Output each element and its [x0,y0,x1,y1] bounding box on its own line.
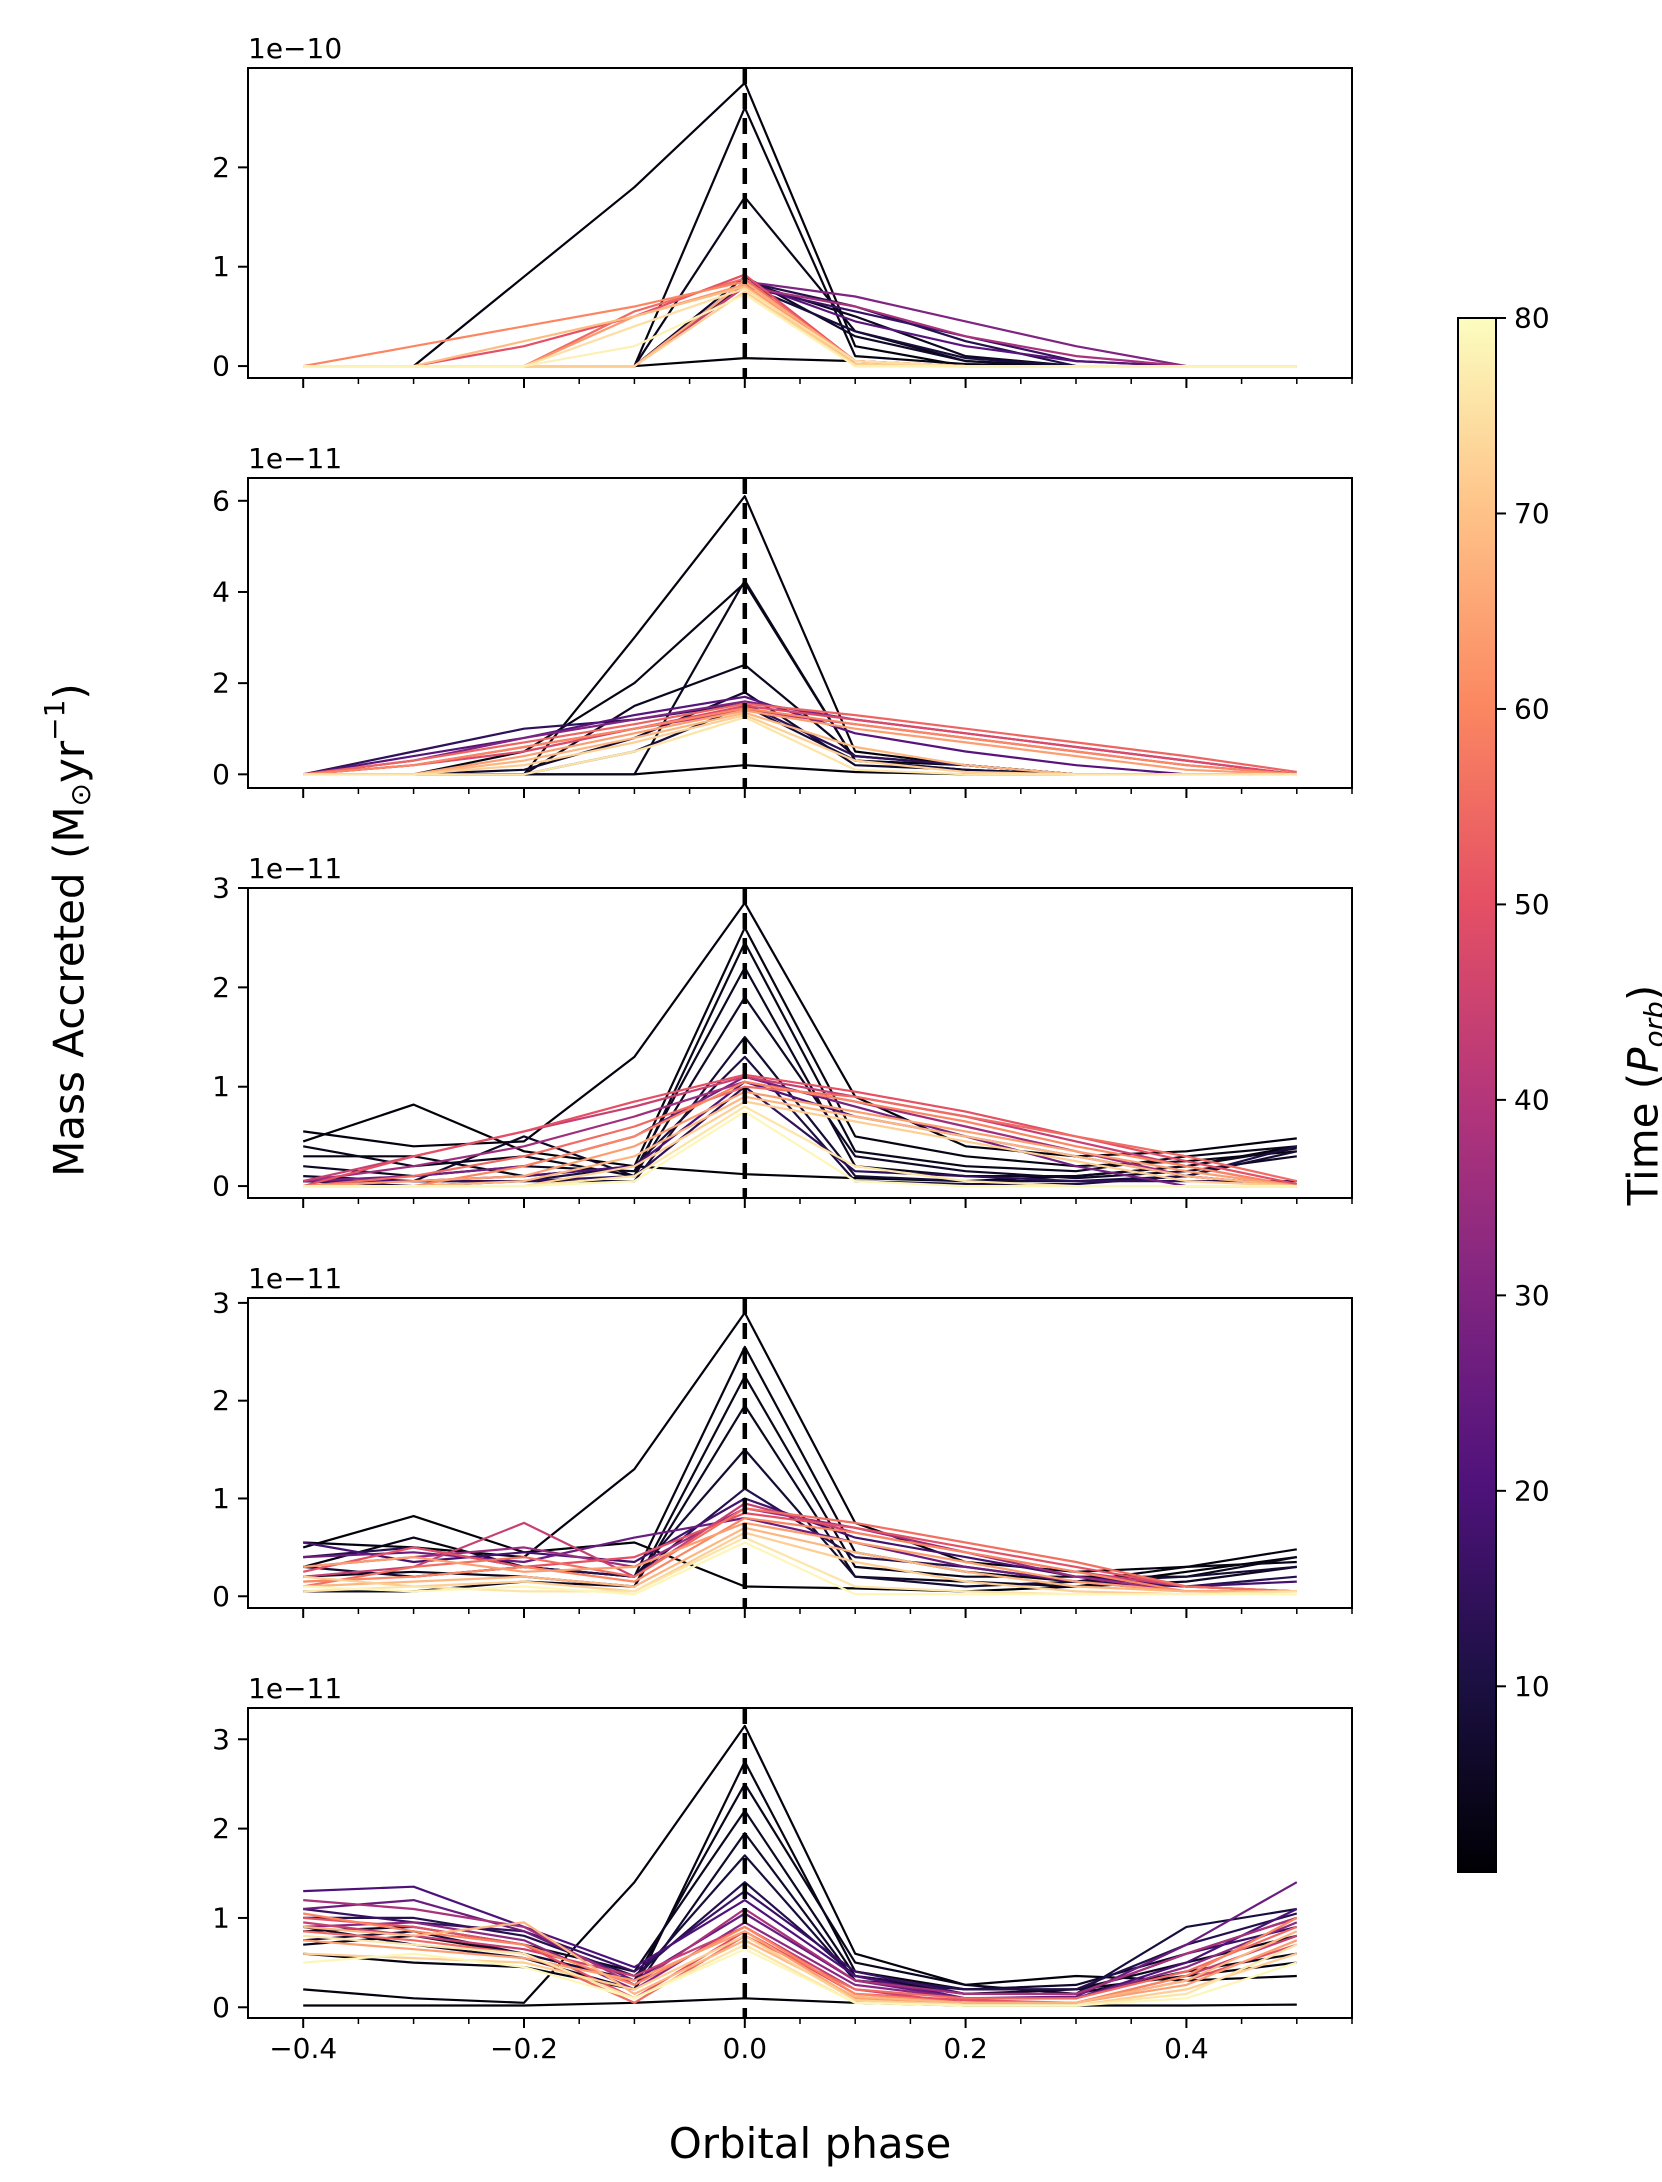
series-line-t1 [303,1997,1297,2007]
series-line-t3 [303,581,1297,776]
y-tick-label: 0 [212,758,230,791]
offset-label: 1e−11 [248,1672,342,1705]
series-line-t50 [302,1511,1297,1593]
series-line-t79 [303,1541,1297,1596]
x-tick-label: −0.2 [490,2032,558,2065]
series-line-t60 [303,1080,1297,1188]
series-line-t20 [303,1885,1298,2000]
subplot-panels: 0 1 2 1e−10 0 2 4 6 1e−11 0 1 2 3 1e−11 0 1 2 3 1e−11 0 1 2 3 −… [212,32,1353,2065]
series-line-t14 [303,1085,1297,1183]
series-line-t78 [303,293,1297,368]
series-line-t4 [303,196,1297,368]
y-tick-label: 1 [212,1070,230,1103]
y-tick-label: 0 [212,1991,230,2024]
x-tick-label: 0.2 [943,2032,988,2065]
series-line-t48 [303,704,1297,776]
series-line-t50 [302,1073,1298,1188]
panel-3: 0 1 2 3 1e−11 [212,852,1353,1208]
series-line-t56 [303,1507,1297,1593]
colorbar-tick-label: 20 [1514,1474,1550,1507]
series-line-t7 [303,1831,1298,1991]
series-line-t76 [303,716,1297,776]
series-line-t72 [303,290,1297,368]
colorbar-tick-label: 70 [1514,497,1550,530]
y-tick-label: 2 [212,1812,230,1845]
y-tick-label: 0 [212,1170,230,1203]
series-line-t64 [303,709,1297,776]
series-line-t64 [303,1521,1297,1593]
x-tick-label: 0.0 [723,2032,768,2065]
colorbar: 10 20 30 40 50 60 70 80 Time (Porb) [1457,302,1662,1873]
y-tick-label: 2 [212,1384,230,1417]
series-line-t68 [303,1526,1297,1593]
colorbar-tick-label: 10 [1514,1670,1550,1703]
y-tick-label: 2 [212,667,230,700]
y-tick-label: 1 [212,250,230,283]
colorbar-tick-label: 50 [1514,888,1550,921]
series-line-t4 [303,941,1297,1178]
series-line-t64 [303,1090,1297,1188]
series-line-t60 [303,707,1297,776]
series-line-t54 [303,702,1297,776]
offset-label: 1e−11 [248,1262,342,1295]
y-tick-label: 3 [212,1723,230,1756]
y-tick-label: 4 [212,575,230,608]
panel-5: 0 1 2 3 −0.4 −0.2 0.0 0.2 0.4 1e−11 [212,1672,1353,2065]
series-group [303,1724,1298,2007]
offset-label: 1e−11 [248,442,342,475]
series-group [302,495,1297,776]
y-axis-label: Mass Accreted (M⊙yr−1) [38,683,97,1177]
x-tick-label: −0.4 [269,2032,337,2065]
series-line-t3 [303,1760,1297,1991]
colorbar-ticks: 10 20 30 40 50 60 70 80 [1496,302,1550,1703]
colorbar-tick-label: 30 [1514,1279,1550,1312]
series-line-t79 [303,1948,1298,2007]
panel-2: 0 2 4 6 1e−11 [212,442,1353,798]
x-tick-label: 0.4 [1164,2032,1209,2065]
colorbar-tick-label: 60 [1514,692,1550,725]
colorbar-label: Time (Porb) [1619,985,1662,1207]
series-group [303,81,1297,368]
series-line-t32 [303,1921,1298,2000]
y-tick-label: 6 [212,484,230,517]
series-line-t79 [303,1110,1297,1188]
y-tick-label: 3 [212,1286,230,1319]
y-tick-label: 2 [212,971,230,1004]
series-line-t4 [303,579,1297,776]
series-line-t22 [303,695,1297,776]
axes-frame [247,477,1353,789]
series-line-t44 [303,1502,1297,1593]
series-line-t72 [303,1531,1297,1596]
y-tick-label: 0 [212,1580,230,1613]
series-line-t26 [303,1881,1298,2000]
colorbar-tick-label: 40 [1514,1083,1550,1116]
offset-label: 1e−10 [248,32,342,65]
series-line-t38 [303,1899,1298,1996]
panel-4: 0 1 2 3 1e−11 [212,1262,1353,1618]
series-group [302,901,1298,1188]
series-group [302,1311,1297,1596]
series-line-t76 [303,1934,1298,2007]
y-tick-label: 1 [212,1901,230,1934]
series-line-t6 [303,996,1297,1183]
x-axis-label: Orbital phase [669,2119,952,2168]
series-line-t3 [303,926,1297,1178]
offset-label: 1e−11 [248,852,342,885]
panel-1: 0 1 2 1e−10 [212,32,1353,388]
series-line-t55 [303,1925,1298,2004]
colorbar-gradient [1457,317,1497,1873]
series-line-t68 [303,1095,1297,1188]
y-tick-label: 2 [212,151,230,184]
y-tick-label: 0 [212,350,230,383]
y-tick-label: 3 [212,872,230,905]
y-tick-label: 1 [212,1482,230,1515]
series-line-t64 [303,1930,1298,2004]
series-line-t60 [303,1516,1297,1593]
colorbar-tick-label: 80 [1514,302,1550,335]
series-line-t2 [303,1724,1297,2004]
series-line-t60 [303,1912,1298,2004]
